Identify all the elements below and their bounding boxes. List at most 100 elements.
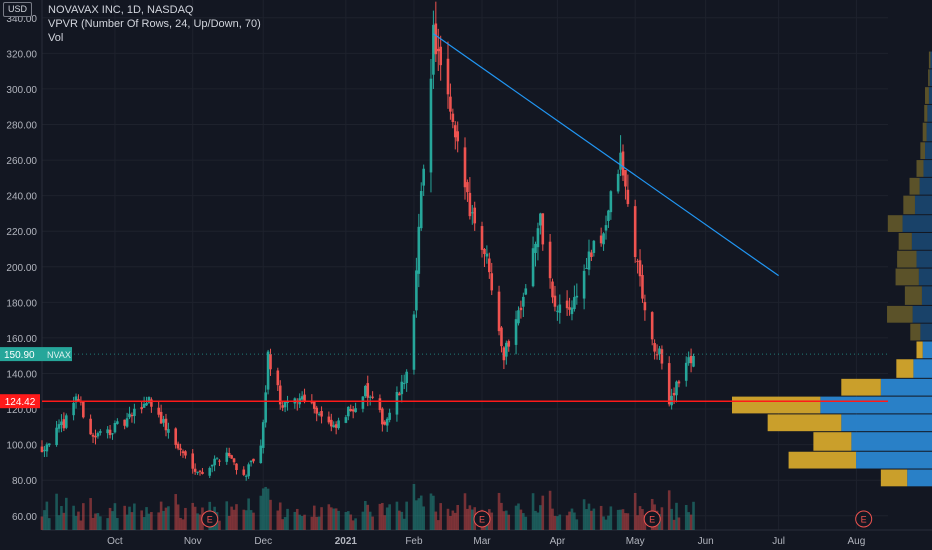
earnings-marker-icon[interactable] [473, 510, 491, 528]
candle-body [128, 413, 131, 418]
volume-bar [602, 516, 605, 530]
candle-body [133, 408, 136, 417]
candle-body [480, 226, 484, 250]
candles[interactable] [40, 1, 695, 481]
x-tick-label: Aug [847, 536, 865, 547]
volume-bar [633, 492, 637, 530]
y-tick-label: 300.00 [6, 85, 37, 96]
volume-bar [230, 506, 233, 530]
candle-body [162, 419, 165, 423]
candle-body [485, 253, 489, 257]
volume-bar [55, 493, 58, 530]
candle-body [483, 249, 486, 255]
volume-bar [621, 509, 625, 530]
vp-up-bar [911, 232, 932, 250]
volume-bar [604, 519, 608, 530]
candle-body [573, 297, 576, 310]
candle-body [473, 207, 477, 224]
candle-body [193, 468, 197, 472]
x-tick-label: Mar [473, 536, 491, 547]
time-axis[interactable]: Oct Nov Dec 2021 Feb Mar Apr May Jun Jul Aug [107, 536, 865, 547]
level-badge [0, 394, 40, 409]
candle-body [556, 310, 559, 312]
indicator-vpvr-label[interactable]: VPVR (Number Of Rows, 24, Up/Down, 70) [48, 18, 261, 30]
candle-body [432, 24, 435, 75]
volume-bar [249, 510, 253, 530]
currency-button[interactable]: USD [3, 2, 32, 17]
chart-legend: NOVAVAX INC, 1D, NASDAQ VPVR (Number Of … [48, 3, 261, 45]
volume-bar [609, 506, 613, 530]
y-tick-label: 320.00 [6, 49, 37, 60]
vp-up-bar [851, 432, 932, 451]
vp-down-bar [916, 160, 924, 177]
vp-up-bar [923, 160, 932, 177]
vp-down-bar [920, 142, 926, 160]
volume-bar [244, 510, 248, 530]
candle-body [196, 471, 199, 473]
volume-bar [383, 515, 387, 530]
vp-down-bar [924, 104, 928, 122]
candle-body [641, 275, 644, 299]
candle-body [400, 381, 404, 395]
candle-body [218, 460, 221, 462]
y-tick-label: 60.00 [12, 512, 37, 523]
volume-bar [364, 500, 367, 530]
earnings-marker-icon[interactable] [643, 510, 661, 528]
volume-bar [451, 510, 455, 530]
vp-down-bar [841, 378, 881, 396]
volume-bar [176, 504, 180, 530]
price-badges: 124.42 150.90 NVAX [0, 347, 72, 409]
vp-up-bar [907, 469, 932, 487]
volume-bar [167, 506, 170, 530]
candle-body [201, 471, 204, 474]
candle-body [74, 396, 78, 403]
volume-bar [402, 518, 406, 530]
volume-bar [558, 514, 562, 530]
candle-body [456, 131, 460, 142]
candle-body [89, 418, 92, 435]
volume-bar [242, 509, 246, 530]
vp-up-bar [902, 215, 932, 232]
y-tick-label: 200.00 [6, 263, 37, 274]
earnings-marker-label: E [207, 515, 213, 525]
earnings-marker-icon[interactable] [855, 510, 873, 528]
volume-bar [140, 510, 143, 530]
volume-bar [82, 503, 85, 530]
volume-bar [320, 507, 323, 530]
volume-bar [193, 506, 197, 530]
candle-body [94, 435, 97, 438]
candle-body [587, 251, 591, 270]
volume-bar [456, 504, 460, 530]
volume-bar [99, 516, 102, 530]
price-axis[interactable]: 60.00 80.00 100.00 120.00 140.00 160.00 180.00… [6, 14, 37, 523]
volume-bar [565, 515, 569, 530]
candle-body [468, 192, 472, 217]
candle-body [310, 402, 314, 404]
y-tick-label: 260.00 [6, 156, 37, 167]
volume-bar [225, 501, 229, 530]
volume-bar [347, 511, 350, 530]
earnings-marker-icon[interactable] [201, 510, 219, 528]
candle-body [179, 448, 182, 450]
volume-bar [415, 500, 418, 530]
symbol-title[interactable]: NOVAVAX INC, 1D, NASDAQ [48, 4, 194, 16]
grid [41, 0, 932, 531]
volume-bar [636, 515, 639, 530]
candle-body [658, 348, 661, 355]
volume-bar [60, 505, 63, 530]
candle-body [534, 243, 537, 253]
vp-down-bar [896, 359, 914, 378]
x-tick-label: 2021 [335, 536, 358, 547]
indicator-volume-label[interactable]: Vol [48, 32, 64, 44]
candle-body [113, 422, 117, 433]
candle-body [142, 403, 146, 408]
drawings[interactable] [42, 33, 888, 402]
candle-body [57, 424, 61, 429]
y-tick-label: 140.00 [6, 369, 37, 380]
vp-down-bar [904, 286, 922, 305]
vp-up-bar [856, 451, 932, 469]
y-tick-label: 280.00 [6, 120, 37, 131]
